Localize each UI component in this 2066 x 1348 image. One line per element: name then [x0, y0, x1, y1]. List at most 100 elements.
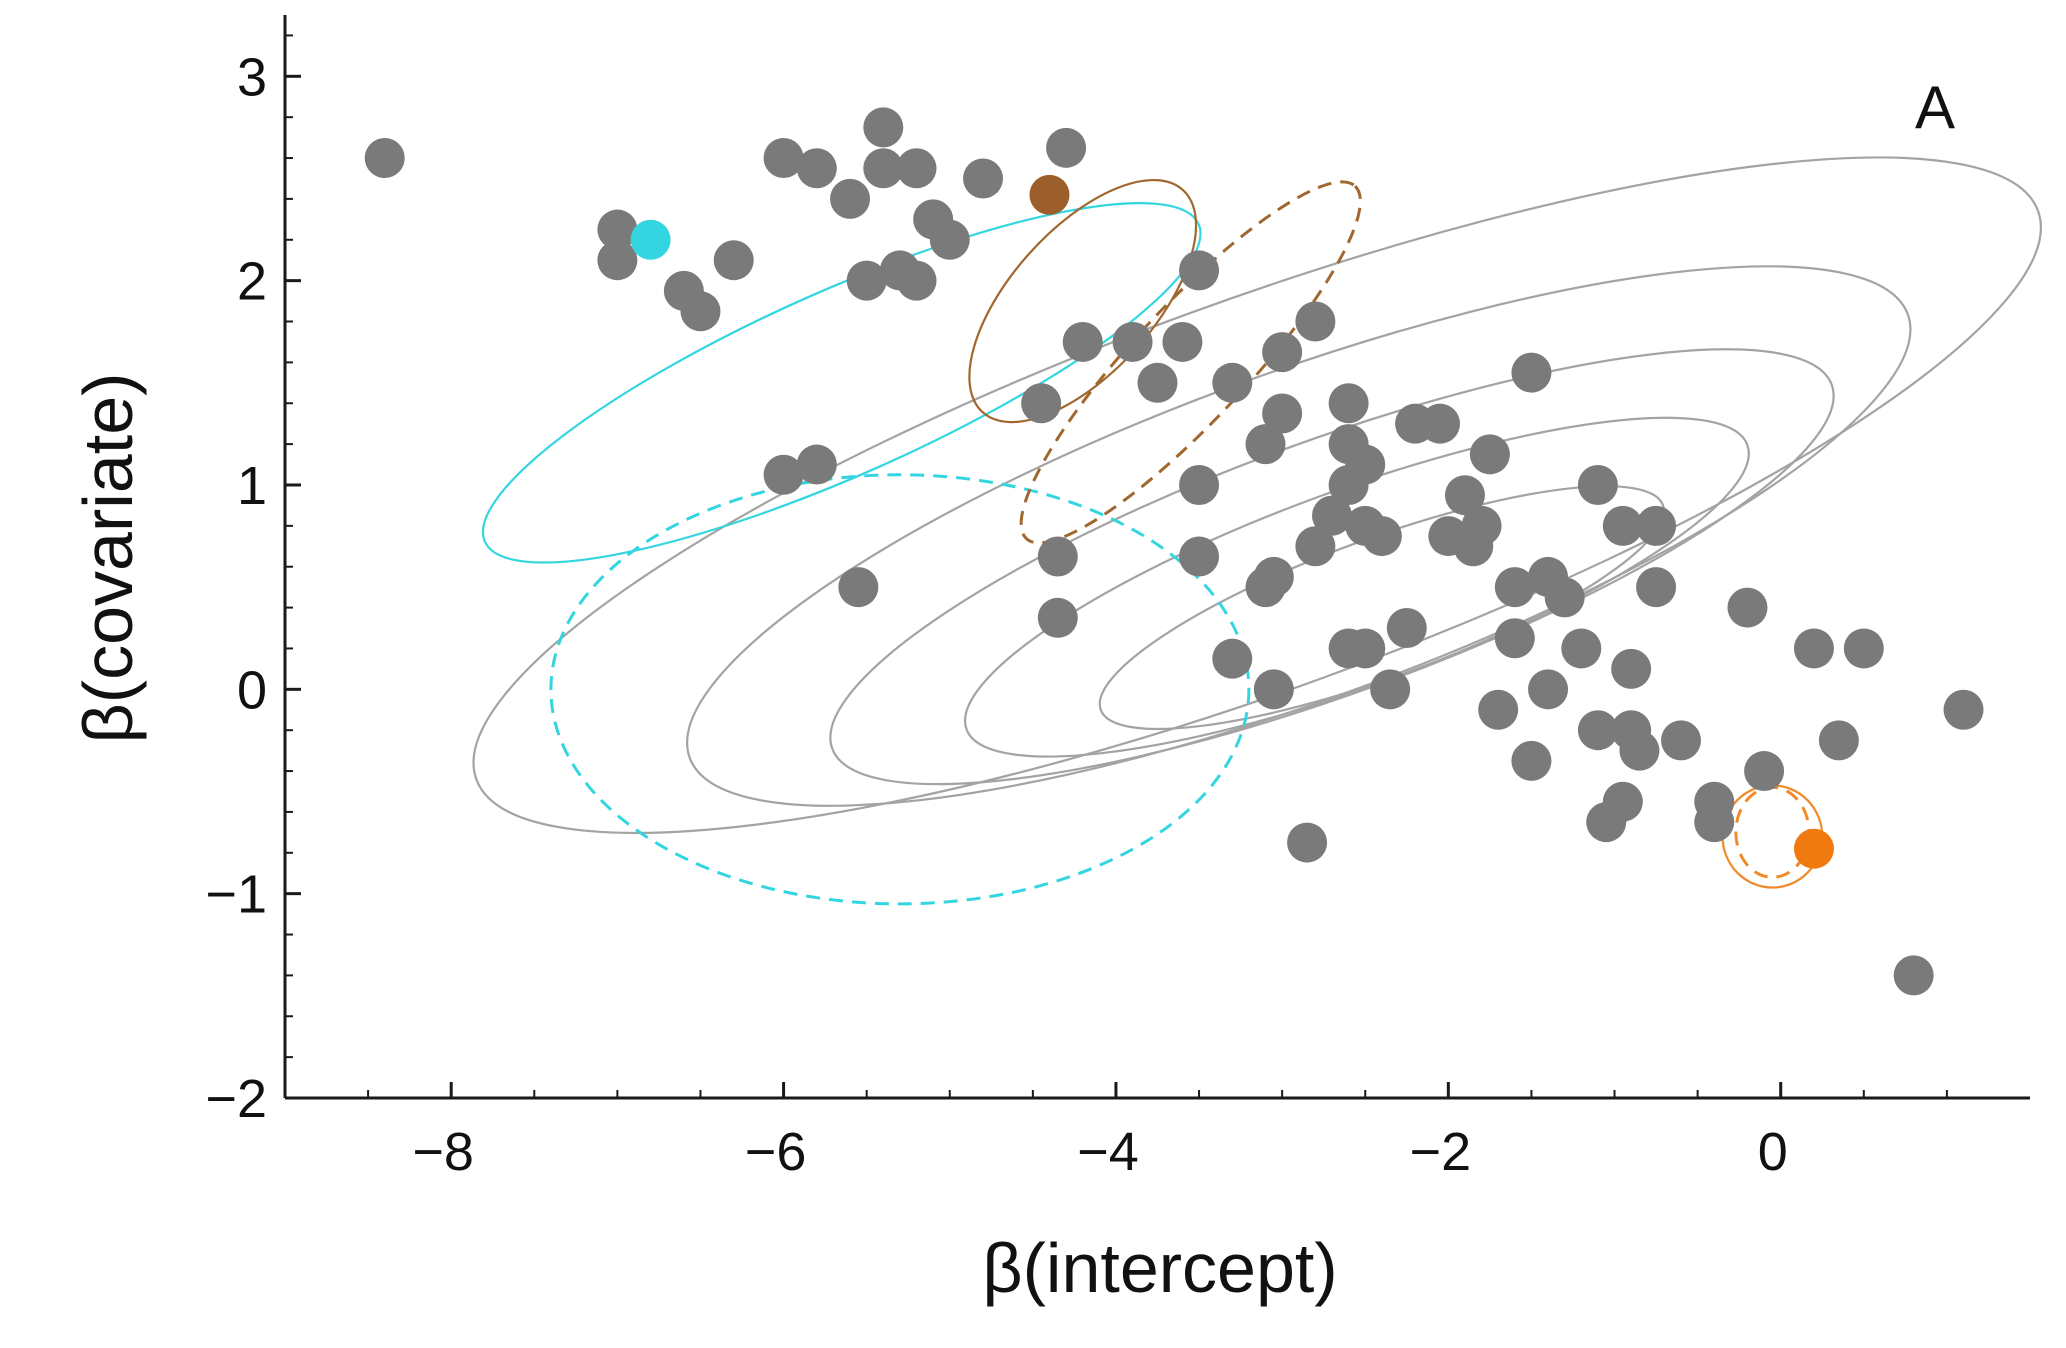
data-point-s0-56 — [1179, 464, 1220, 505]
data-point-s0-27 — [1212, 362, 1253, 403]
x-axis-ticks: −8 −6 −4 −2 0 — [367, 1082, 1948, 1182]
data-point-s0-78 — [1793, 628, 1834, 669]
data-point-s0-29 — [1262, 393, 1303, 434]
data-point-s0-63 — [1345, 628, 1386, 669]
data-point-s0-19 — [1179, 250, 1220, 291]
data-point-s0-43 — [1453, 526, 1494, 567]
data-point-s0-45 — [1511, 352, 1552, 393]
data-points — [364, 107, 1984, 996]
contour-ellipses — [472, 156, 2042, 906]
data-point-s0-70 — [1619, 730, 1660, 771]
data-point-s0-7 — [796, 148, 837, 189]
data-point-s0-59 — [1245, 567, 1286, 608]
data-point-s0-82 — [1943, 689, 1984, 730]
data-point-s3-0 — [1793, 828, 1834, 869]
data-point-s0-49 — [1636, 567, 1677, 608]
contour-ellipse-10 — [1734, 785, 1811, 879]
y-tick-label-0: −2 — [205, 1069, 267, 1129]
x-axis-title: β(intercept) — [982, 1229, 1337, 1307]
data-point-s0-72 — [1511, 740, 1552, 781]
data-point-s0-85 — [1037, 597, 1078, 638]
x-tick-label-4: 0 — [1758, 1122, 1788, 1182]
x-tick-label-0: −8 — [412, 1122, 474, 1182]
data-point-s0-55 — [1611, 648, 1652, 689]
data-point-s0-21 — [1112, 321, 1153, 362]
y-axis-title: β(covariate) — [69, 373, 147, 744]
x-tick-label-3: −2 — [1410, 1122, 1472, 1182]
data-point-s0-71 — [1661, 720, 1701, 761]
data-point-s0-5 — [713, 240, 754, 281]
data-point-s0-87 — [763, 454, 804, 495]
contour-ellipse-2 — [829, 348, 1835, 786]
contour-ellipse-0 — [472, 156, 2042, 835]
data-point-s0-4 — [680, 291, 721, 332]
data-point-s0-6 — [763, 138, 804, 179]
data-point-s0-46 — [1577, 464, 1618, 505]
data-point-s0-60 — [1212, 638, 1253, 679]
data-point-s0-44 — [1469, 434, 1510, 475]
data-point-s0-0 — [364, 138, 405, 179]
data-point-s0-52 — [1544, 577, 1585, 618]
data-point-s0-68 — [1577, 710, 1618, 751]
y-axis-ticks: −2 −1 0 1 2 3 — [205, 34, 301, 1129]
data-point-s0-39 — [1420, 403, 1461, 444]
data-point-s0-48 — [1636, 505, 1677, 546]
data-point-s0-20 — [1062, 321, 1103, 362]
data-point-s0-76 — [1694, 802, 1735, 843]
data-point-s0-40 — [1444, 475, 1485, 516]
data-point-s0-57 — [1179, 536, 1220, 577]
data-point-s0-89 — [1287, 822, 1328, 863]
y-tick-label-4: 2 — [237, 252, 267, 312]
data-point-s0-18 — [1046, 127, 1087, 168]
data-point-s0-37 — [1361, 516, 1402, 557]
data-point-s0-50 — [1494, 567, 1535, 608]
data-point-s2-0 — [1029, 174, 1070, 215]
y-tick-label-3: 1 — [237, 456, 267, 516]
data-point-s0-25 — [1295, 301, 1336, 342]
y-tick-label-1: −1 — [205, 865, 267, 925]
axes — [283, 15, 2030, 1100]
data-point-s0-8 — [830, 178, 871, 219]
data-point-s0-28 — [1245, 424, 1286, 465]
data-point-s0-35 — [1312, 495, 1352, 536]
data-point-s0-47 — [1602, 505, 1643, 546]
x-tick-label-1: −6 — [745, 1122, 807, 1182]
data-point-s0-66 — [1478, 689, 1519, 730]
data-point-s0-86 — [838, 567, 879, 608]
contour-ellipse-5 — [481, 202, 1202, 564]
data-point-s0-64 — [1386, 608, 1427, 649]
data-point-s0-61 — [1253, 669, 1294, 710]
data-point-s0-79 — [1843, 628, 1884, 669]
data-point-s0-80 — [1727, 587, 1768, 628]
data-point-s0-53 — [1494, 618, 1535, 659]
data-point-s0-81 — [1818, 720, 1859, 761]
data-point-s0-54 — [1561, 628, 1602, 669]
data-point-s0-88 — [796, 444, 837, 485]
data-point-s1-0 — [630, 219, 671, 260]
data-point-s0-65 — [1370, 669, 1411, 710]
data-point-s0-16 — [929, 219, 970, 260]
x-tick-label-2: −4 — [1077, 1122, 1139, 1182]
data-point-s0-84 — [1037, 536, 1078, 577]
data-point-s0-10 — [863, 148, 904, 189]
data-point-s0-2 — [597, 240, 638, 281]
contour-ellipse-6 — [549, 473, 1251, 906]
data-point-s0-24 — [1021, 383, 1062, 424]
panel-label: A — [1915, 74, 1955, 141]
data-point-s0-11 — [896, 148, 937, 189]
data-point-s0-83 — [1893, 955, 1934, 996]
data-point-s0-30 — [1328, 383, 1369, 424]
data-point-s0-1 — [597, 209, 638, 250]
data-point-s0-74 — [1602, 781, 1643, 822]
y-tick-label-2: 0 — [237, 660, 267, 720]
data-point-s0-33 — [1328, 464, 1369, 505]
data-point-s0-23 — [1162, 321, 1203, 362]
data-point-s0-12 — [846, 260, 887, 301]
data-point-s0-9 — [863, 107, 904, 148]
data-point-s0-22 — [1137, 362, 1178, 403]
data-point-s0-36 — [1295, 526, 1336, 567]
data-point-s0-17 — [963, 158, 1003, 199]
data-point-s0-67 — [1528, 669, 1569, 710]
data-point-s0-77 — [1744, 751, 1785, 792]
